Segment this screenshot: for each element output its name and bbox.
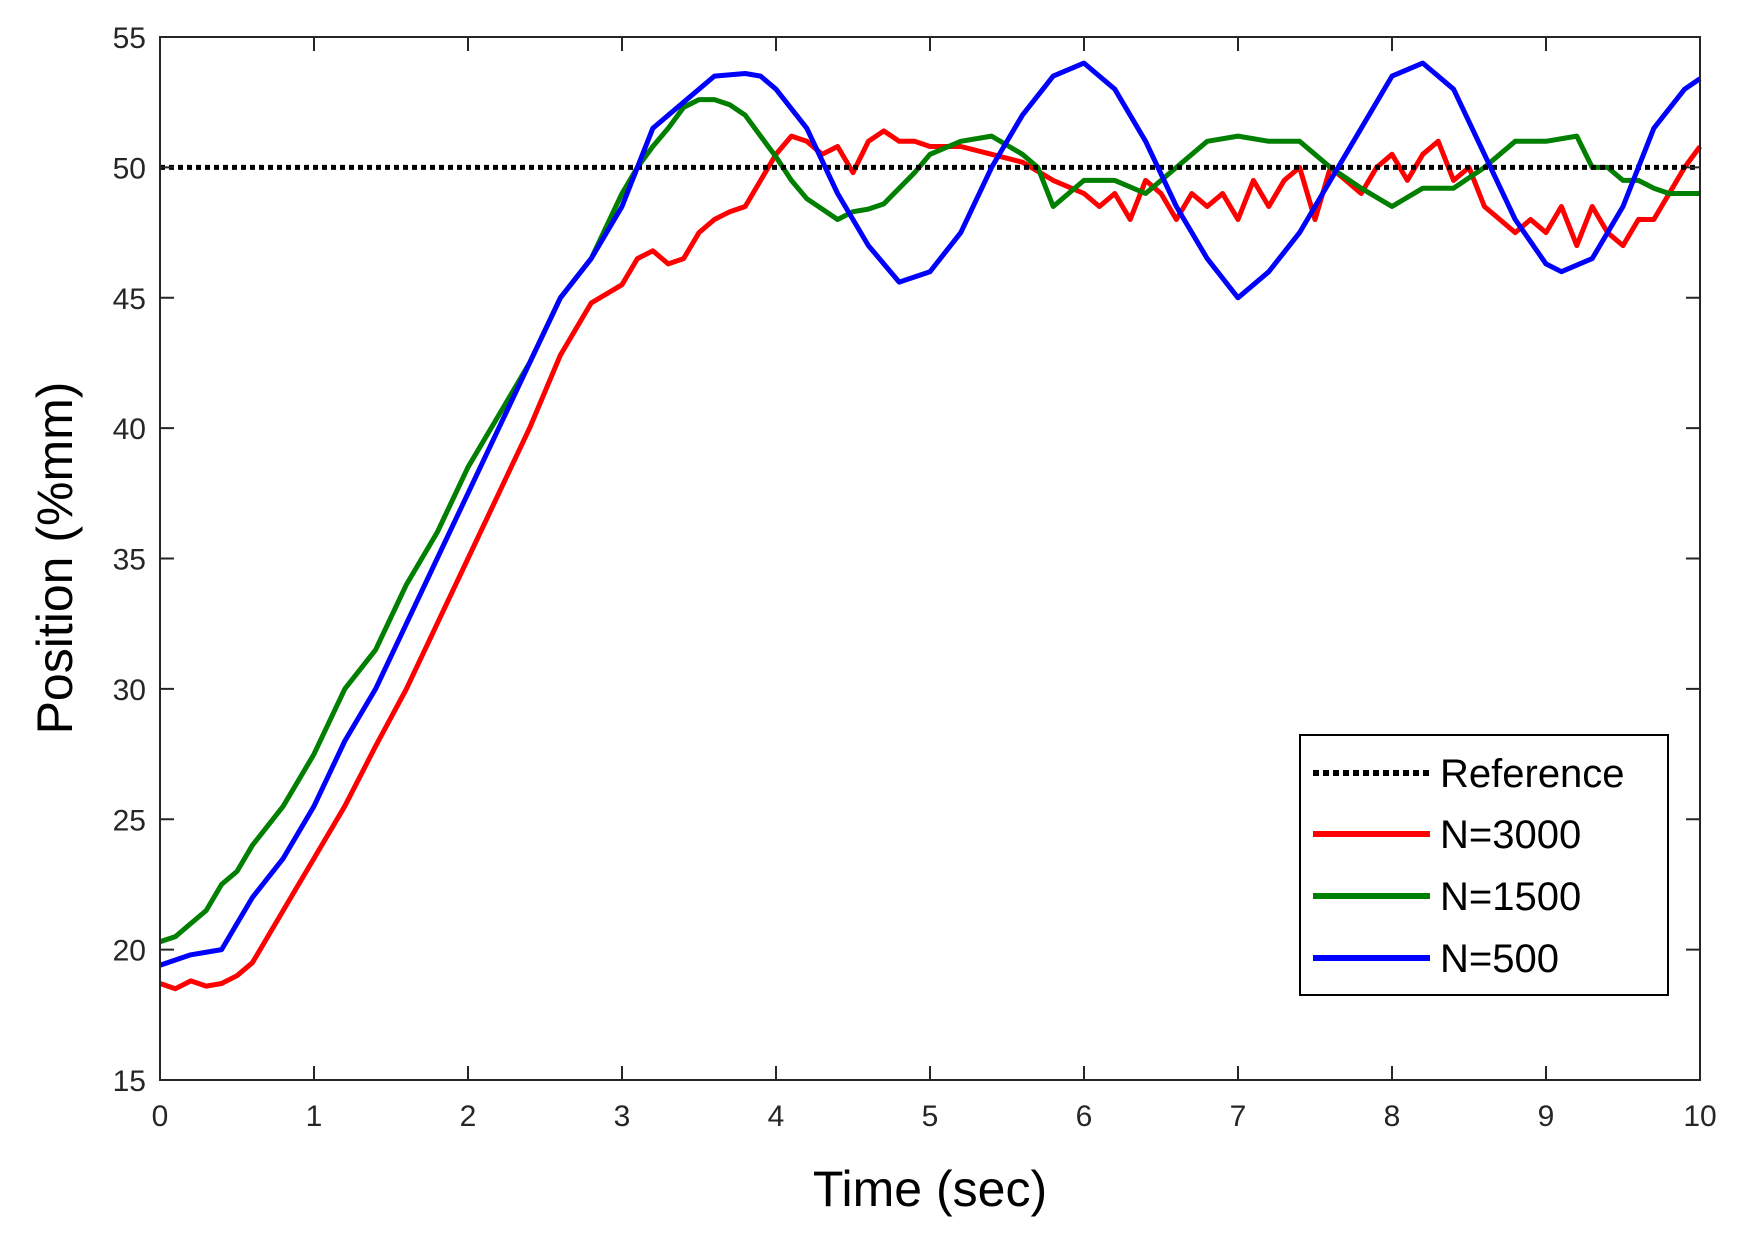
y-tick-label: 55	[113, 22, 146, 55]
y-tick-label: 15	[113, 1065, 146, 1098]
x-tick-label: 5	[922, 1100, 939, 1133]
legend-label-n1500: N=1500	[1440, 875, 1581, 919]
x-tick-label: 0	[152, 1100, 169, 1133]
y-tick-label: 20	[113, 935, 146, 968]
legend-label-n500: N=500	[1440, 937, 1559, 981]
legend-box	[1299, 734, 1669, 996]
x-axis-title: Time (sec)	[813, 1161, 1047, 1217]
y-tick-label: 45	[113, 283, 146, 316]
data-layer	[159, 60, 1703, 992]
y-tick-label: 35	[113, 544, 146, 577]
x-tick-label: 10	[1683, 1100, 1716, 1133]
x-tick-label: 3	[614, 1100, 631, 1133]
legend: Reference N=3000 N=1500 N=500	[1299, 734, 1669, 996]
x-tick-label: 4	[768, 1100, 785, 1133]
x-tick-label: 6	[1076, 1100, 1093, 1133]
x-tick-label: 8	[1384, 1100, 1401, 1133]
y-tick-label: 25	[113, 804, 146, 837]
legend-label-n3000: N=3000	[1440, 813, 1581, 857]
x-tick-label: 9	[1538, 1100, 1555, 1133]
legend-label-reference: Reference	[1440, 752, 1625, 796]
series-line-n3000	[159, 128, 1703, 992]
y-tick-label: 40	[113, 413, 146, 446]
x-tick-label: 1	[306, 1100, 323, 1133]
x-tick-label: 7	[1230, 1100, 1247, 1133]
x-tick-label: 2	[460, 1100, 477, 1133]
series-line-n1500	[159, 97, 1700, 945]
y-axis-title: Position (%mm)	[27, 382, 83, 735]
y-tick-label: 50	[113, 152, 146, 185]
y-tick-label: 30	[113, 674, 146, 707]
series-line-n500	[159, 60, 1702, 968]
